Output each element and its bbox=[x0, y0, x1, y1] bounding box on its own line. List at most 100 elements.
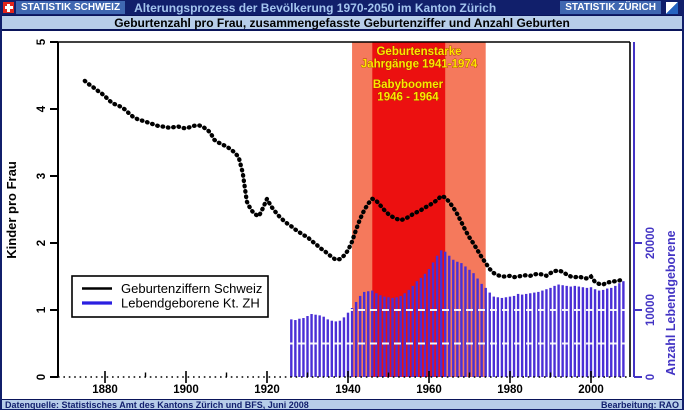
bar bbox=[322, 316, 325, 377]
band-label-babyboomer-1: Babyboomer bbox=[373, 79, 444, 91]
bar bbox=[294, 320, 297, 377]
x-tick-label: 2000 bbox=[578, 384, 604, 396]
chart-title: Geburtenzahl pro Frau, zusammengefasste … bbox=[0, 15, 684, 31]
bar bbox=[597, 290, 601, 377]
bar bbox=[306, 316, 309, 377]
bar bbox=[391, 297, 394, 377]
bar bbox=[407, 289, 410, 377]
page-border-left bbox=[0, 0, 2, 410]
bar bbox=[468, 269, 471, 377]
bar bbox=[480, 283, 483, 377]
right-tick-label: 0 bbox=[645, 374, 657, 380]
bar bbox=[367, 291, 370, 377]
bar bbox=[577, 286, 581, 377]
right-tick-label: 10000 bbox=[645, 294, 657, 326]
bar bbox=[456, 261, 459, 377]
chart-area: Geburtenstarke Jahrgänge 1941-1974 Babyb… bbox=[0, 31, 684, 399]
bar bbox=[298, 318, 301, 377]
bar bbox=[387, 297, 390, 377]
bar bbox=[411, 285, 414, 377]
band-label-geburtenstarke-2: Jahrgänge 1941-1974 bbox=[361, 59, 478, 71]
bar bbox=[358, 295, 362, 377]
bar bbox=[330, 320, 333, 377]
bar bbox=[614, 285, 617, 377]
credit-note: Bearbeitung: RAO bbox=[600, 400, 679, 410]
bar bbox=[395, 297, 398, 377]
bar bbox=[350, 307, 354, 377]
bar bbox=[464, 266, 467, 377]
left-tick-label: 0 bbox=[36, 374, 48, 380]
bar bbox=[537, 291, 540, 377]
bar bbox=[403, 293, 406, 377]
swiss-flag-icon bbox=[3, 2, 14, 13]
x-tick-label: 1880 bbox=[92, 384, 118, 396]
bar bbox=[529, 293, 532, 377]
x-tick-label: 1940 bbox=[335, 384, 361, 396]
bar bbox=[561, 285, 564, 377]
page-title: Alterungsprozess der Bevölkerung 1970-20… bbox=[134, 0, 497, 15]
band-label-babyboomer-2: 1946 - 1964 bbox=[377, 92, 439, 104]
bar bbox=[476, 278, 479, 377]
bar bbox=[334, 321, 338, 377]
bar bbox=[484, 287, 487, 377]
left-axis-title: Kinder pro Frau bbox=[4, 161, 19, 259]
bar bbox=[363, 291, 366, 377]
bar bbox=[379, 295, 382, 377]
left-tick-label: 5 bbox=[36, 38, 48, 45]
bar bbox=[549, 287, 552, 377]
bar bbox=[492, 296, 495, 377]
bar bbox=[290, 319, 293, 377]
bar bbox=[610, 287, 613, 377]
bar bbox=[399, 295, 402, 377]
bar bbox=[520, 294, 524, 377]
bar bbox=[541, 290, 544, 377]
legend: Geburtenziffern Schweiz Lebendgeborene K… bbox=[71, 275, 269, 318]
left-tick-label: 4 bbox=[36, 105, 48, 112]
bar bbox=[504, 297, 508, 377]
bar bbox=[500, 297, 504, 377]
bar bbox=[375, 293, 378, 377]
data-source-note: Datenquelle: Statistisches Amt des Kanto… bbox=[5, 400, 309, 410]
bar bbox=[565, 285, 568, 377]
bar bbox=[472, 273, 475, 377]
x-tick-label: 1900 bbox=[173, 384, 199, 396]
bar bbox=[533, 292, 536, 377]
zurich-flag-icon bbox=[666, 1, 678, 14]
bar bbox=[439, 250, 443, 377]
bands-layer bbox=[352, 42, 486, 377]
bar bbox=[448, 255, 451, 377]
bar bbox=[553, 285, 556, 377]
bar bbox=[310, 314, 313, 377]
legend-box bbox=[71, 275, 269, 318]
bar bbox=[318, 315, 321, 377]
footer-bar: Datenquelle: Statistisches Amt des Kanto… bbox=[0, 399, 684, 410]
bar bbox=[435, 255, 439, 377]
bar bbox=[581, 287, 585, 377]
bar bbox=[545, 289, 548, 377]
bar bbox=[569, 286, 572, 377]
bar bbox=[342, 317, 346, 377]
header-bar: STATISTIK SCHWEIZ Alterungsprozess der B… bbox=[0, 0, 684, 15]
left-tick-label: 3 bbox=[36, 173, 48, 179]
bar bbox=[496, 297, 500, 377]
bar bbox=[573, 285, 576, 377]
combo-chart: Geburtenstarke Jahrgänge 1941-1974 Babyb… bbox=[4, 38, 678, 396]
bar bbox=[415, 281, 419, 377]
bar bbox=[557, 284, 560, 377]
bars-layer bbox=[290, 250, 625, 377]
right-tick-label: 20000 bbox=[645, 227, 657, 259]
left-tick-label: 1 bbox=[36, 306, 48, 313]
x-tick-label: 1960 bbox=[416, 384, 442, 396]
bar bbox=[419, 277, 423, 377]
axes bbox=[57, 41, 635, 378]
bar bbox=[593, 289, 597, 377]
bar bbox=[383, 296, 386, 377]
bar bbox=[314, 314, 317, 377]
bar bbox=[622, 281, 625, 377]
brand-statistik-zuerich: STATISTIK ZÜRICH bbox=[560, 1, 661, 14]
bar bbox=[444, 251, 447, 377]
bar bbox=[508, 296, 512, 377]
band-label-geburtenstarke-1: Geburtenstarke bbox=[376, 46, 461, 58]
bar bbox=[460, 263, 463, 377]
right-axis-title: Anzahl Lebendgeborene bbox=[664, 230, 678, 375]
